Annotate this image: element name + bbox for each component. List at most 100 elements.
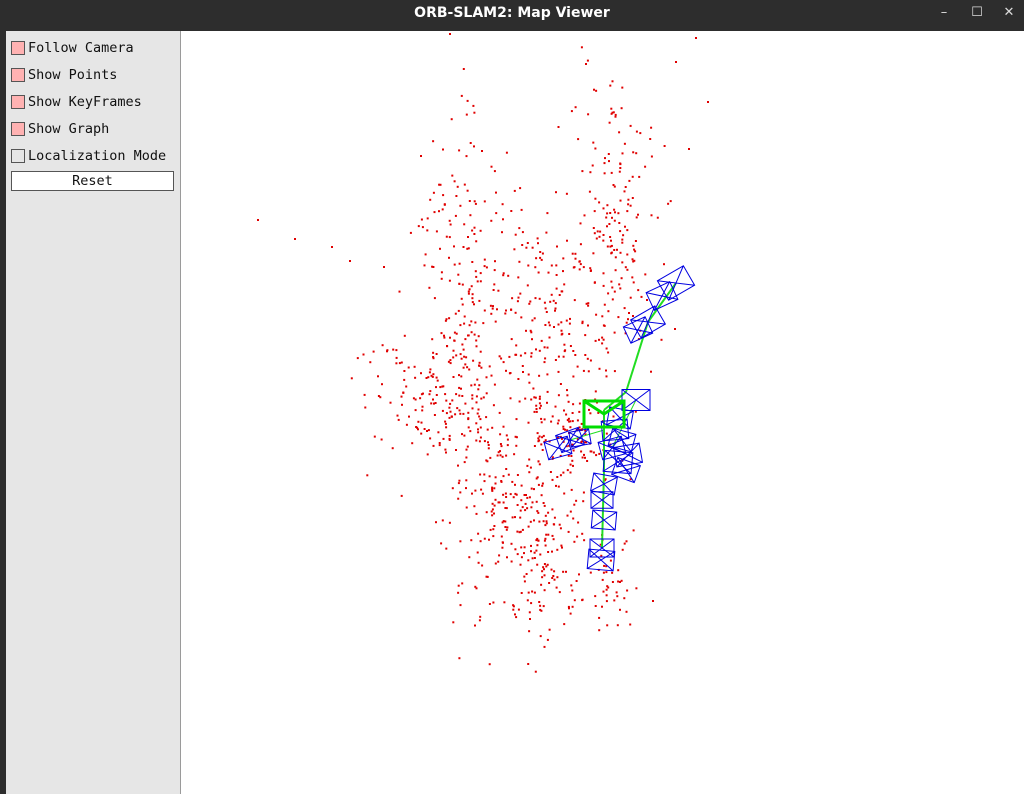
map-point <box>461 395 464 397</box>
map-point <box>448 256 450 259</box>
map-point <box>479 350 482 353</box>
map-point <box>610 171 613 174</box>
keyframe <box>597 435 627 461</box>
map-point <box>626 268 629 271</box>
map-point <box>477 561 480 564</box>
show-graph-checkbox[interactable] <box>11 122 25 136</box>
map-point <box>499 454 502 457</box>
map-point <box>649 138 652 140</box>
show-points-checkbox[interactable] <box>11 68 25 82</box>
map-point <box>532 387 535 390</box>
map-point <box>459 324 462 327</box>
map-point <box>646 299 648 301</box>
map-point <box>650 214 653 217</box>
map-point <box>506 438 509 441</box>
map-point <box>535 257 538 260</box>
localization-mode-checkbox[interactable] <box>11 149 25 163</box>
map-point <box>517 378 520 380</box>
map-point <box>550 568 553 571</box>
map-point <box>417 420 420 423</box>
map-point <box>432 398 434 401</box>
localization-mode-toggle[interactable]: Localization Mode <box>11 146 166 166</box>
map-point <box>465 479 468 482</box>
map-point <box>573 503 576 506</box>
map-point <box>578 402 581 405</box>
map-point <box>489 528 492 531</box>
map-point <box>502 520 505 523</box>
map-point <box>562 355 565 358</box>
show-graph-toggle[interactable]: Show Graph <box>11 119 109 139</box>
show-keyframes-checkbox[interactable] <box>11 95 25 109</box>
maximize-button[interactable]: ☐ <box>971 5 983 20</box>
map-point <box>544 514 547 517</box>
map-point <box>448 279 451 282</box>
map-point <box>674 328 676 330</box>
show-points-toggle[interactable]: Show Points <box>11 65 117 85</box>
map-point <box>468 200 471 202</box>
follow-camera-checkbox[interactable] <box>11 41 25 55</box>
map-point <box>556 476 559 478</box>
show-keyframes-toggle[interactable]: Show KeyFrames <box>11 92 142 112</box>
map-point <box>556 548 559 551</box>
map-canvas[interactable] <box>181 31 1024 794</box>
reset-button[interactable]: Reset <box>11 171 174 191</box>
map-point <box>381 383 383 386</box>
map-point <box>442 194 445 197</box>
map-point <box>544 357 547 360</box>
map-point <box>521 528 524 531</box>
map-point <box>373 435 376 438</box>
map-point <box>405 385 408 388</box>
map-point <box>609 245 612 248</box>
map-point <box>515 616 518 619</box>
map-point <box>620 277 623 280</box>
map-point <box>612 111 615 114</box>
map-point <box>470 285 473 288</box>
map-point <box>594 339 597 342</box>
map-point <box>603 162 606 165</box>
map-point <box>507 473 510 476</box>
map-point <box>606 204 609 207</box>
map-point <box>433 211 436 214</box>
map-point <box>515 444 518 447</box>
map-point <box>478 619 481 622</box>
map-point <box>294 238 296 240</box>
map-point <box>468 556 471 559</box>
minimize-button[interactable]: – <box>940 5 948 20</box>
map-point <box>496 454 499 457</box>
map-point <box>435 376 438 379</box>
map-point <box>559 383 562 385</box>
map-point <box>585 441 587 444</box>
map-point <box>398 290 401 293</box>
map-point <box>476 280 479 283</box>
map-point <box>473 145 475 148</box>
map-point <box>466 247 469 250</box>
close-button[interactable]: ✕ <box>1003 5 1015 20</box>
map-point <box>531 319 534 322</box>
map-point <box>502 274 505 277</box>
map-point <box>447 360 450 363</box>
map-point <box>663 145 666 147</box>
map-point <box>492 535 495 538</box>
map-point <box>568 322 571 325</box>
map-point <box>581 532 584 535</box>
map-point <box>537 271 540 274</box>
map-point <box>409 231 412 234</box>
map-point <box>576 365 579 368</box>
map-point <box>439 247 441 250</box>
map-point <box>553 570 556 573</box>
map-point <box>428 286 431 289</box>
map-viewport[interactable] <box>181 31 1024 794</box>
map-point <box>605 565 608 568</box>
map-point <box>403 370 406 372</box>
map-point <box>610 112 613 115</box>
map-point <box>473 383 476 386</box>
map-point <box>555 586 558 589</box>
map-point <box>608 121 611 124</box>
map-point <box>605 375 608 378</box>
follow-camera-toggle[interactable]: Follow Camera <box>11 38 134 58</box>
map-point <box>586 460 589 462</box>
map-point <box>505 151 508 154</box>
map-point <box>557 485 560 488</box>
map-point <box>448 416 451 419</box>
map-point <box>584 433 587 436</box>
